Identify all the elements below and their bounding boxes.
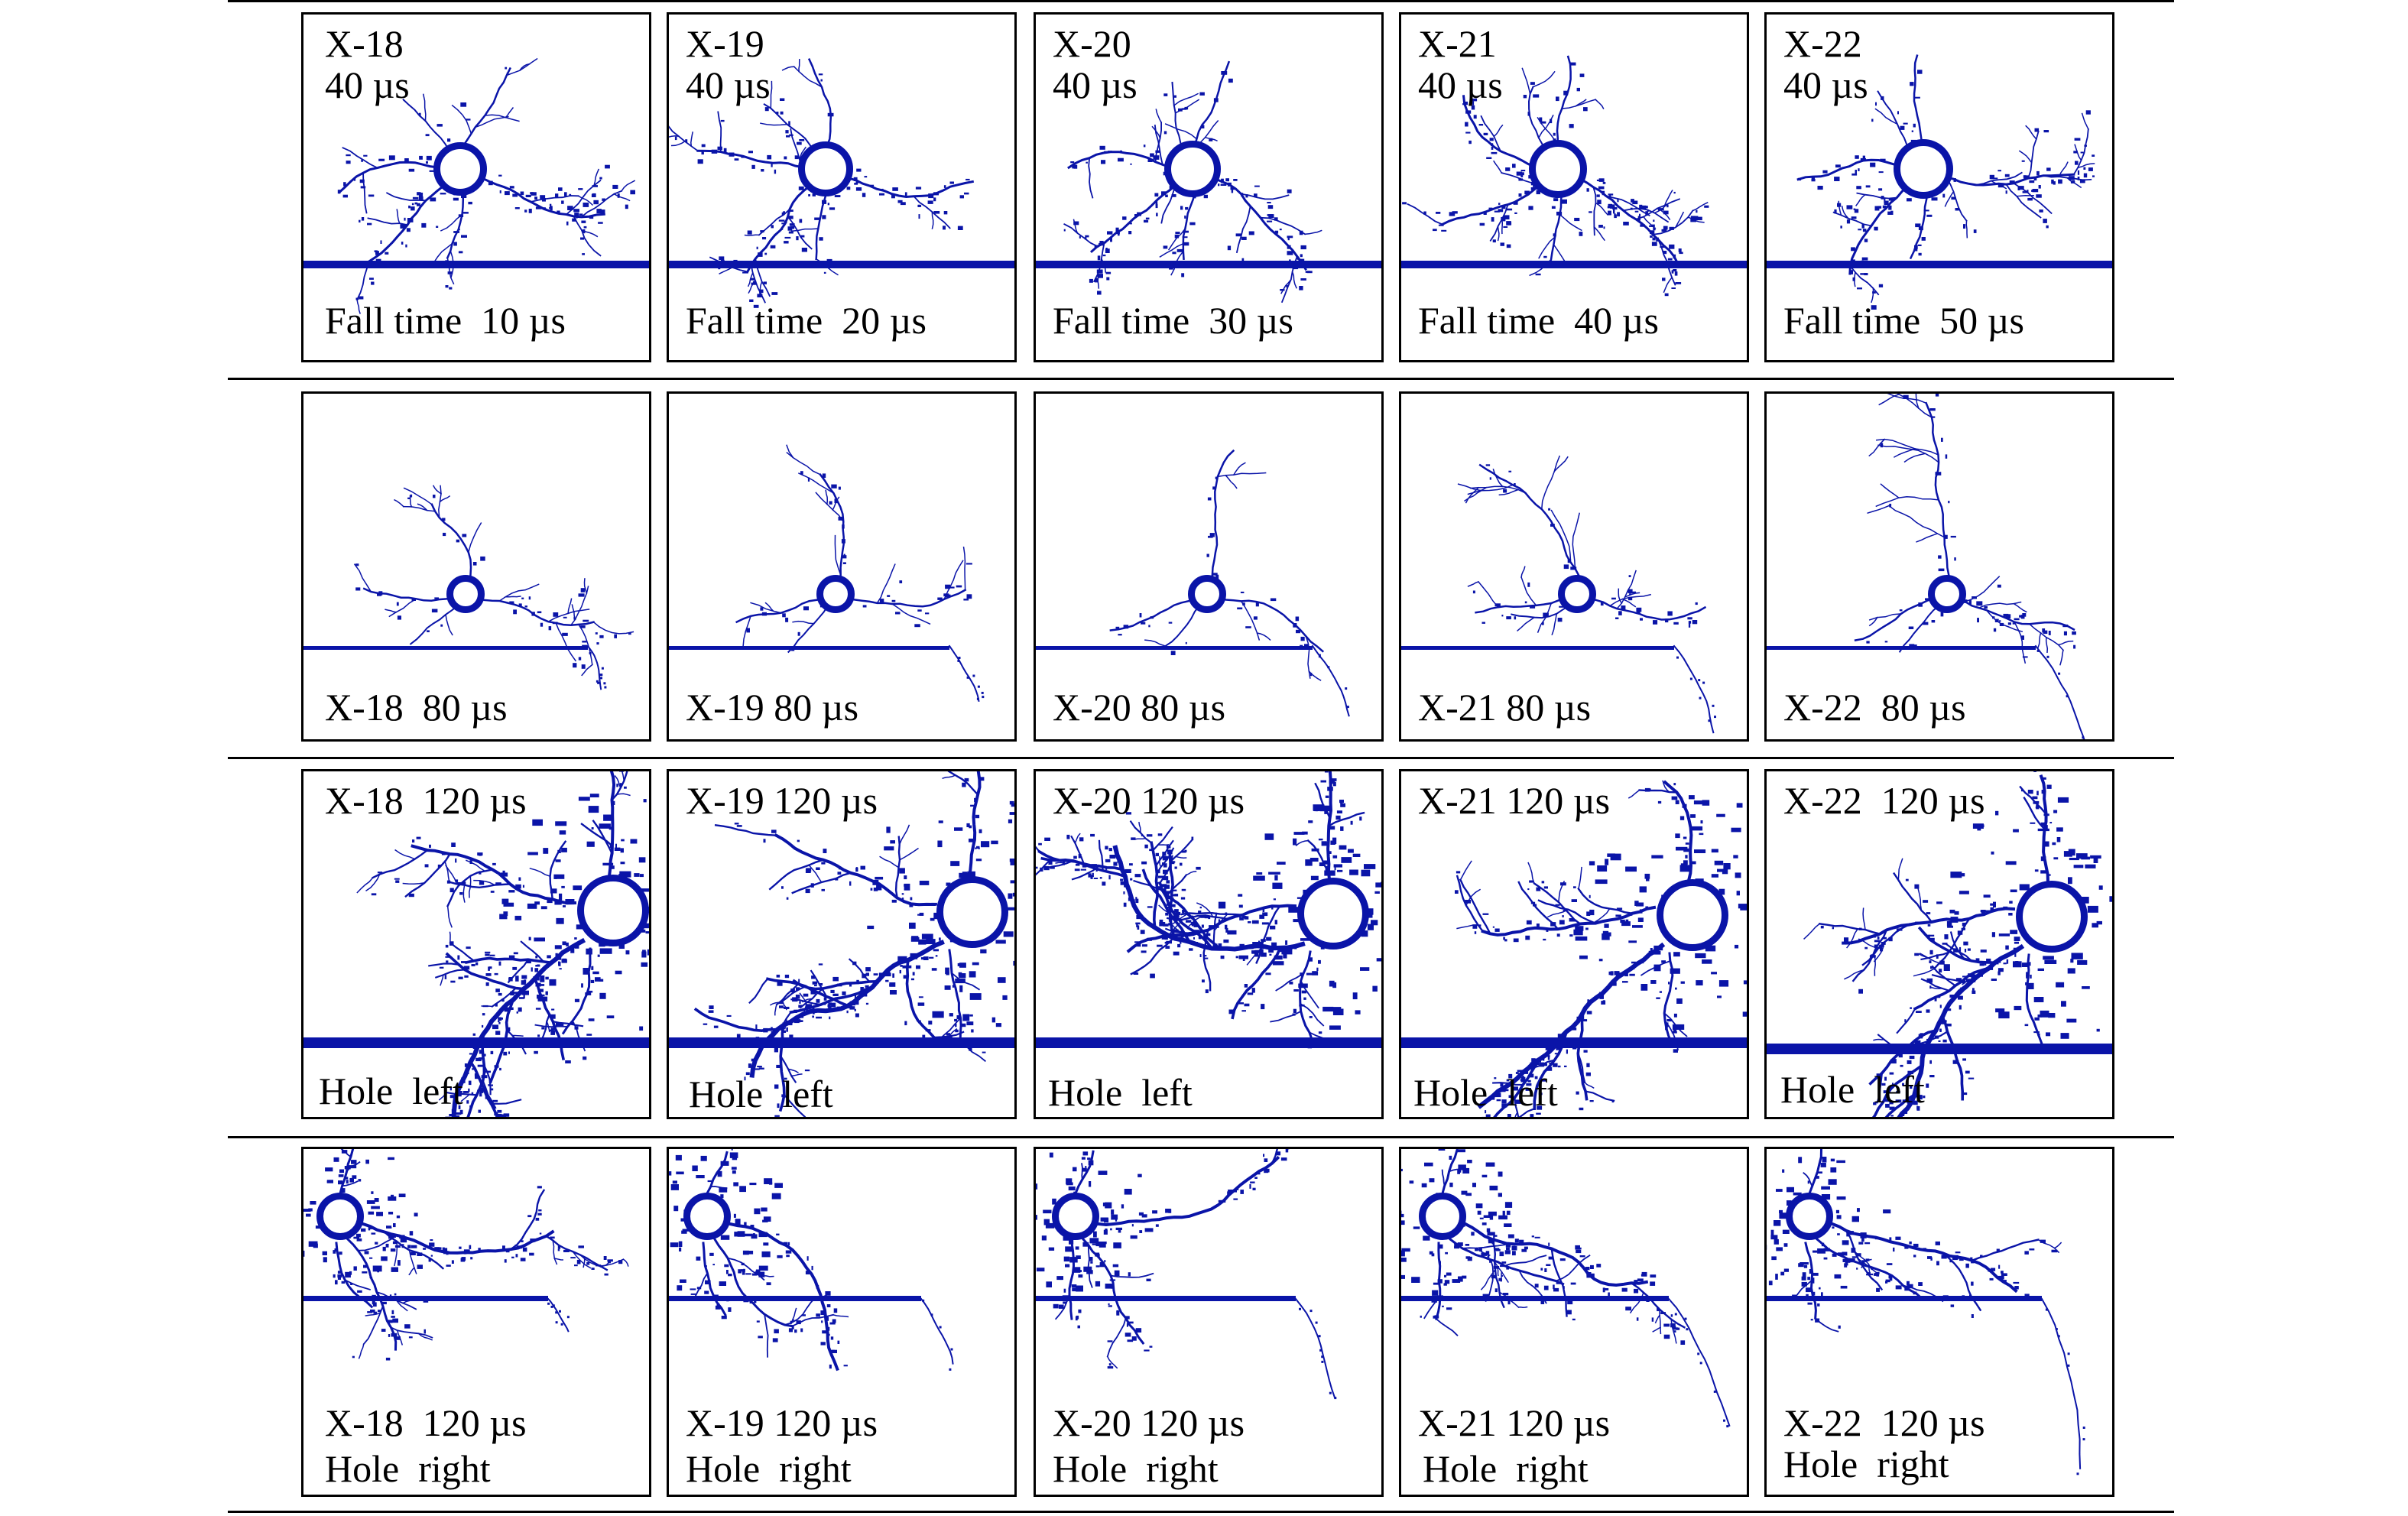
panel-caption: Fall time 40 µs: [1418, 299, 1659, 342]
panel-caption: Hole left: [1048, 1071, 1193, 1114]
panel-caption: Hole left: [1780, 1068, 1925, 1111]
panel-caption: Hole right: [686, 1447, 852, 1490]
crack-pattern-graphic: [669, 444, 985, 702]
panel-time: 40 µs: [1418, 63, 1503, 106]
panel-title: X-22 120 µs: [1783, 779, 1985, 822]
panel-title: X-21 120 µs: [1418, 779, 1611, 822]
panel-caption: Hole right: [1783, 1443, 1949, 1485]
panel-title: X-20 120 µs: [1053, 779, 1245, 822]
crack-pattern-graphic: [303, 1149, 629, 1361]
panel-caption: Hole left: [319, 1070, 463, 1112]
panel-id: X-22: [1783, 22, 1862, 65]
crack-pattern-graphic: [303, 57, 649, 314]
crack-pattern-graphic: [303, 771, 649, 1117]
panel-80us-x22: X-22 80 µs: [1764, 391, 2114, 742]
panel-hole-left-x22: X-22 120 µs Hole left: [1764, 769, 2114, 1119]
panel-title: X-18 120 µs: [325, 779, 527, 822]
panel-title: X-18 120 µs: [325, 1401, 527, 1444]
panel-time: 40 µs: [325, 63, 410, 106]
panel-title: X-19 120 µs: [686, 1401, 878, 1444]
panel-time: 40 µs: [1053, 63, 1137, 106]
crack-pattern-graphic: [1401, 55, 1747, 297]
crack-pattern-graphic: [1036, 449, 1350, 717]
crack-pattern-graphic: [669, 771, 1014, 1117]
panel-caption: X-18 80 µs: [325, 686, 508, 729]
panel-hole-left-x18: X-18 120 µs Hole left: [301, 769, 651, 1119]
panel-hole-right-x22: X-22 120 µs Hole right: [1764, 1147, 2114, 1497]
crack-pattern-graphic: [1036, 60, 1381, 304]
panel-title: X-19 120 µs: [686, 779, 878, 822]
panel-caption: X-21 80 µs: [1418, 686, 1592, 729]
panel-id: X-18: [325, 22, 404, 65]
panel-caption: Fall time 30 µs: [1053, 299, 1293, 342]
panel-hole-right-x19: X-19 120 µs Hole right: [667, 1147, 1017, 1497]
panel-80us-x19: X-19 80 µs: [667, 391, 1017, 742]
crack-pattern-graphic: [1767, 394, 2085, 739]
panel-caption: X-19 80 µs: [686, 686, 859, 729]
panel-hole-left-x19: X-19 120 µs Hole left: [667, 769, 1017, 1119]
panel-caption: X-20 80 µs: [1053, 686, 1226, 729]
crack-pattern-graphic: [1401, 455, 1716, 734]
panel-id: X-19: [686, 22, 764, 65]
panel-caption: Fall time 20 µs: [686, 299, 927, 342]
row-separator-2: [228, 757, 2174, 759]
panel-fall-time-x20: X-20 40 µs Fall time 30 µs: [1034, 12, 1384, 362]
panel-80us-x21: X-21 80 µs: [1399, 391, 1749, 742]
crack-pattern-graphic: [1401, 780, 1747, 1117]
panel-title: X-20 120 µs: [1053, 1401, 1245, 1444]
panel-caption: Fall time 50 µs: [1783, 299, 2024, 342]
panel-caption: Hole right: [325, 1447, 491, 1490]
panel-caption: Hole right: [1053, 1447, 1219, 1490]
crack-pattern-graphic: [1401, 1149, 1731, 1428]
crack-pattern-graphic: [1767, 1149, 2085, 1475]
panel-fall-time-x18: X-18 40 µs Fall time 10 µs: [301, 12, 651, 362]
panel-title: X-22 120 µs: [1783, 1401, 1985, 1444]
crack-pattern-graphic: [669, 58, 1014, 308]
crack-pattern-graphic: [669, 1149, 954, 1372]
panel-hole-right-x18: X-18 120 µs Hole right: [301, 1147, 651, 1497]
panel-80us-x18: X-18 80 µs: [301, 391, 651, 742]
panel-time: 40 µs: [1783, 63, 1868, 106]
crack-pattern-graphic: [1767, 771, 2112, 1117]
panel-80us-x20: X-20 80 µs: [1034, 391, 1384, 742]
panel-caption: X-22 80 µs: [1783, 686, 1966, 729]
panel-caption: Hole right: [1423, 1447, 1589, 1490]
crack-pattern-graphic: [1036, 1149, 1337, 1400]
panel-caption: Hole left: [689, 1073, 833, 1115]
panel-id: X-21: [1418, 22, 1497, 65]
row-separator-top: [228, 0, 2174, 2]
panel-fall-time-x22: X-22 40 µs Fall time 50 µs: [1764, 12, 2114, 362]
crack-pattern-graphic: [1767, 54, 2112, 310]
crack-pattern-graphic: [303, 485, 634, 690]
panel-hole-left-x21: X-21 120 µs Hole left: [1399, 769, 1749, 1119]
crack-pattern-graphic: [1036, 771, 1381, 1049]
row-separator-3: [228, 1136, 2174, 1138]
panel-caption: Fall time 10 µs: [325, 299, 566, 342]
panel-fall-time-x19: X-19 40 µs Fall time 20 µs: [667, 12, 1017, 362]
panel-fall-time-x21: X-21 40 µs Fall time 40 µs: [1399, 12, 1749, 362]
panel-hole-right-x20: X-20 120 µs Hole right: [1034, 1147, 1384, 1497]
panel-caption: Hole left: [1413, 1071, 1558, 1114]
panel-id: X-20: [1053, 22, 1131, 65]
panel-title: X-21 120 µs: [1418, 1401, 1611, 1444]
row-separator-1: [228, 378, 2174, 380]
panel-hole-right-x21: X-21 120 µs Hole right: [1399, 1147, 1749, 1497]
panel-time: 40 µs: [686, 63, 771, 106]
row-separator-bottom: [228, 1511, 2174, 1513]
panel-hole-left-x20: X-20 120 µs Hole left: [1034, 769, 1384, 1119]
